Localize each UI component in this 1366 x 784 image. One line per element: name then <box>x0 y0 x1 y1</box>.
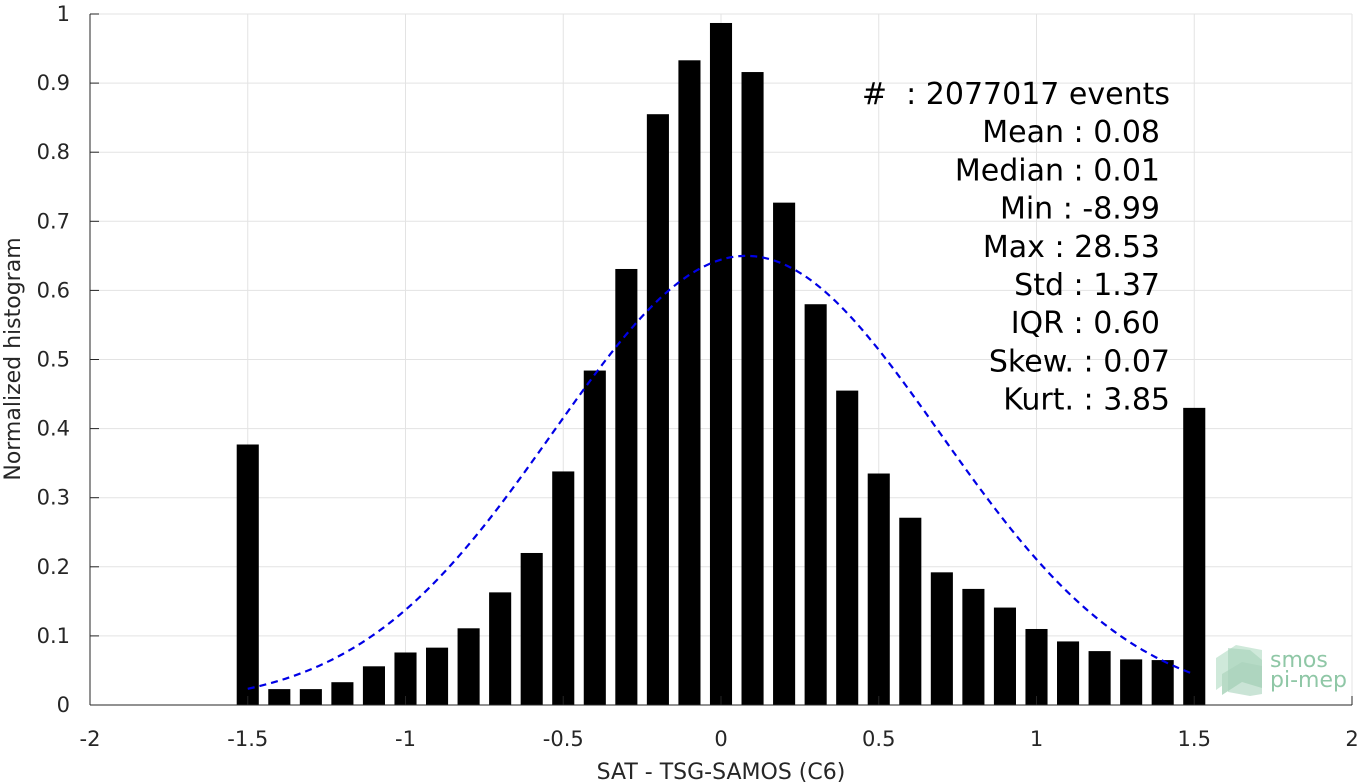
histogram-bar <box>236 444 259 705</box>
histogram-bar <box>268 689 291 705</box>
histogram-bar <box>1025 628 1048 705</box>
x-tick-label: -1.5 <box>227 727 268 751</box>
stat-line: IQR : 0.60 <box>1011 306 1160 341</box>
x-axis-label: SAT - TSG-SAMOS (C6) <box>597 760 846 784</box>
histogram-bar <box>867 473 890 705</box>
logo-icon <box>1216 645 1262 696</box>
histogram-bar <box>615 268 638 705</box>
stat-line: Median : 0.01 <box>955 153 1160 188</box>
stat-line: # : 2077017 events <box>862 77 1170 112</box>
histogram-bar <box>930 572 953 705</box>
histogram-bar <box>362 666 385 705</box>
histogram-bar <box>993 607 1016 705</box>
histogram-bar <box>646 114 669 705</box>
y-tick-label: 0.9 <box>37 71 70 95</box>
x-tick-label: 1 <box>1030 727 1043 751</box>
histogram-bar <box>489 592 512 705</box>
histogram-bar <box>804 304 827 705</box>
x-tick-label: -1 <box>395 727 416 751</box>
axes <box>89 13 1353 706</box>
histogram-bar <box>394 652 417 705</box>
stat-line: Std : 1.37 <box>1014 268 1160 303</box>
logo-line-2: pi-mep <box>1270 668 1347 693</box>
stat-line: Kurt. : 3.85 <box>1003 383 1170 418</box>
x-tick-label: 1.5 <box>1178 727 1211 751</box>
x-tick-label: -2 <box>80 727 101 751</box>
x-tick-label: 2 <box>1345 727 1358 751</box>
histogram-bar <box>1120 659 1143 705</box>
y-tick-label: 0.5 <box>37 348 70 372</box>
y-tick-label: 0.4 <box>37 417 70 441</box>
logo-line-1: smos <box>1270 648 1328 673</box>
x-tick-label: 0.5 <box>862 727 895 751</box>
normal-fit-curve <box>247 254 1195 690</box>
stat-line: Min : -8.99 <box>1000 192 1160 227</box>
stat-line: Max : 28.53 <box>983 230 1160 265</box>
y-tick-label: 0.7 <box>37 209 70 233</box>
histogram-bar <box>552 471 575 705</box>
x-tick-label: -0.5 <box>543 727 584 751</box>
y-tick-label: 0.2 <box>37 555 70 579</box>
x-tick-label: 0 <box>714 727 727 751</box>
stat-line: Skew. : 0.07 <box>989 344 1170 379</box>
histogram-bar <box>678 60 701 706</box>
histogram-bar <box>426 647 449 705</box>
histogram-bar <box>773 202 796 705</box>
histogram-bar <box>1151 660 1174 705</box>
histogram-bar <box>741 72 764 705</box>
smos-pi-mep-logo: smos pi-mep <box>1216 645 1347 696</box>
x-tick-labels: -2 -1.5 -1 -0.5 0 0.5 1 1.5 2 <box>80 727 1359 751</box>
histogram-bar <box>1183 407 1206 705</box>
stat-line: Mean : 0.08 <box>982 115 1160 150</box>
histogram-bar <box>457 628 480 705</box>
histogram-bar <box>836 390 859 705</box>
y-tick-labels: 0 0.1 0.2 0.3 0.4 0.5 0.6 0.7 0.8 0.9 1 <box>37 2 70 717</box>
histogram-bar <box>583 370 606 705</box>
histogram-bar <box>962 588 985 705</box>
histogram-bar <box>899 517 922 705</box>
histogram-bars <box>236 22 1206 706</box>
histogram-bar <box>520 552 543 705</box>
histogram-bar <box>709 22 733 706</box>
histogram-bar <box>299 689 322 705</box>
y-tick-label: 0.1 <box>37 624 70 648</box>
histogram-bar <box>331 682 354 705</box>
y-axis-label: Normalized histogram <box>1 237 26 480</box>
y-tick-label: 0.8 <box>37 140 70 164</box>
y-tick-label: 0.6 <box>37 278 70 302</box>
histogram-bar <box>1057 641 1080 705</box>
y-tick-label: 0.3 <box>37 486 70 510</box>
y-tick-label: 0 <box>57 693 70 717</box>
y-tick-label: 1 <box>57 2 70 26</box>
histogram-bar <box>1088 651 1111 705</box>
